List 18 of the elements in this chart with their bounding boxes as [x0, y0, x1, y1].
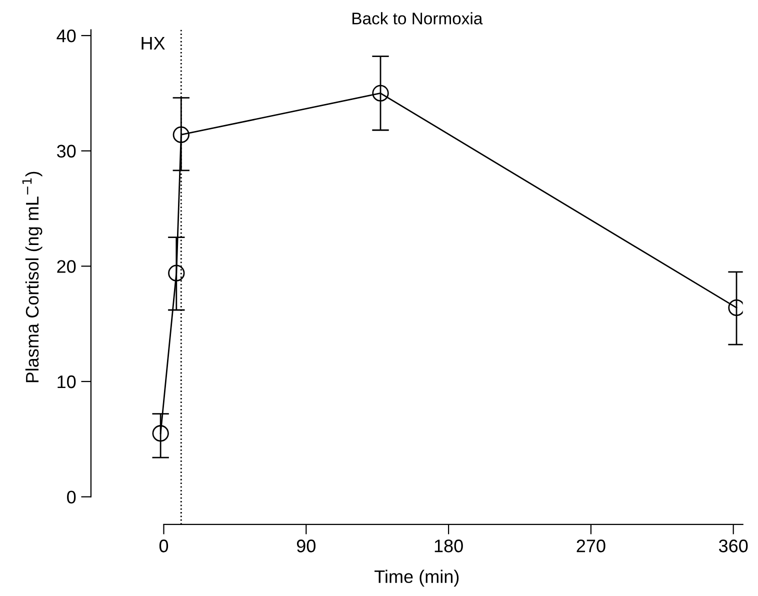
x-tick-label: 0 [159, 540, 168, 552]
point [152, 425, 169, 442]
point [168, 264, 185, 282]
y-tick-label: 40 [56, 30, 76, 42]
y-tick-label: 20 [57, 260, 76, 273]
x-tick-label: 270 [576, 540, 606, 552]
point [172, 126, 190, 144]
ref-line-label: HX [142, 37, 165, 50]
y-tick-label: 0 [67, 490, 76, 504]
x-tick-label: 90 [296, 540, 316, 552]
chart-title: Back to Normoxia [352, 12, 483, 24]
y-tick-label: 10 [58, 375, 76, 388]
x-tick-label: 360 [718, 540, 748, 552]
y-tick-label: 30 [56, 144, 76, 158]
point [372, 84, 389, 102]
y-axis-title: Plasma Cortisol (ng mL$^{−1}$) [22, 172, 42, 382]
x-axis-title: Time (min) [374, 570, 459, 587]
x-tick-label: 180 [434, 540, 463, 552]
